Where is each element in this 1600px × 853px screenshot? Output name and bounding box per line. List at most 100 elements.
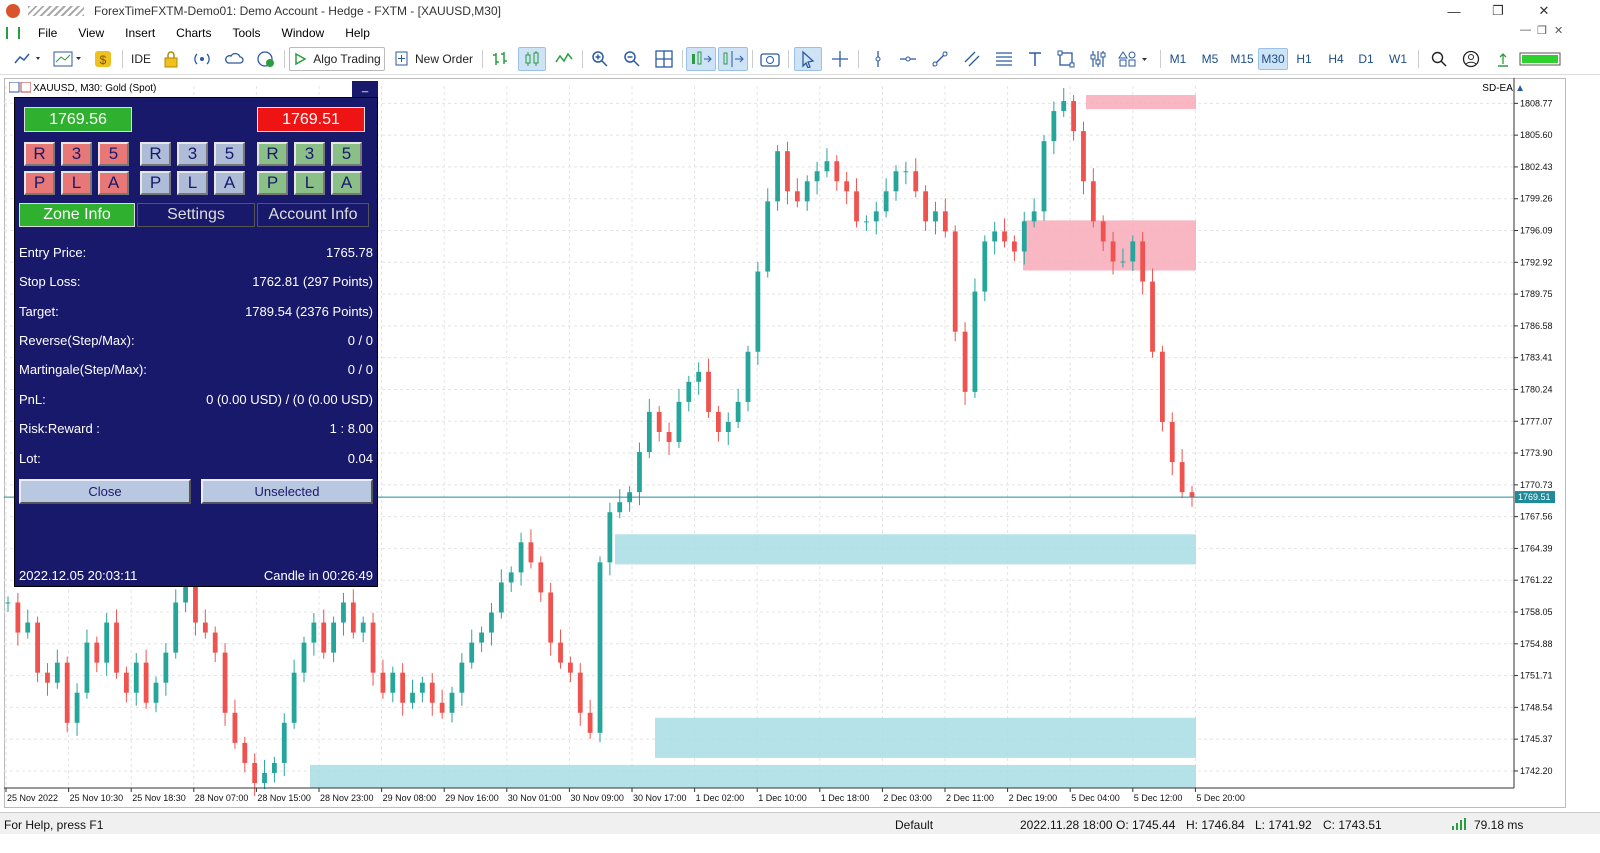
chart-caption-text: XAUUSD, M30: Gold (Spot) <box>33 82 157 94</box>
demand-zone[interactable] <box>615 534 1196 565</box>
demand-zone[interactable] <box>310 764 1196 788</box>
menu-file[interactable]: File <box>38 25 58 40</box>
template-icon[interactable] <box>50 47 86 71</box>
lock-icon[interactable] <box>160 47 182 71</box>
button-5-3[interactable]: 5 <box>331 142 362 166</box>
ide-button[interactable]: IDE <box>130 52 151 66</box>
candle-body <box>725 421 731 432</box>
menu-window[interactable]: Window <box>281 25 325 40</box>
timeframe-h4[interactable]: H4 <box>1328 52 1344 66</box>
tab-settings[interactable]: Settings <box>137 203 255 227</box>
timeframe-m30[interactable]: M30 <box>1258 48 1288 70</box>
unselected-button[interactable]: Unselected <box>201 479 373 504</box>
search-icon[interactable] <box>1428 47 1450 71</box>
close-button[interactable]: Close <box>19 479 191 504</box>
supply-zone[interactable] <box>1086 95 1196 110</box>
button-p-1[interactable]: P <box>24 171 55 195</box>
time-tick-label: 30 Nov 01:00 <box>508 793 562 803</box>
crosshair-icon[interactable] <box>828 47 852 71</box>
menu-insert[interactable]: Insert <box>125 25 156 40</box>
account-icon[interactable] <box>1460 47 1482 71</box>
tile-windows-icon[interactable] <box>652 47 676 71</box>
row-label: PnL: <box>19 391 46 407</box>
button-a-1[interactable]: A <box>98 171 129 195</box>
button-a-3[interactable]: A <box>331 171 362 195</box>
candlestick-chart-icon[interactable] <box>518 47 546 71</box>
vertical-line-icon[interactable] <box>866 47 890 71</box>
mdi-minimize-icon[interactable]: — <box>1520 24 1531 36</box>
demand-zone[interactable] <box>655 717 1196 758</box>
bar-chart-icon[interactable] <box>488 47 512 71</box>
price-chart[interactable]: 1808.77 1805.60 1802.43 1799.26 1796.09 1792.… <box>4 78 1564 806</box>
button-l-1[interactable]: L <box>61 171 92 195</box>
indicators-icon[interactable] <box>1086 47 1110 71</box>
button-3-1[interactable]: 3 <box>61 142 92 166</box>
timeframe-m5[interactable]: M5 <box>1201 52 1219 66</box>
button-p-3[interactable]: P <box>257 171 288 195</box>
auto-scroll-icon[interactable] <box>686 47 716 71</box>
ask-price-box[interactable]: 1769.51 <box>257 107 365 132</box>
time-tick-label: 25 Nov 2022 <box>7 793 58 803</box>
button-r-3[interactable]: R <box>257 142 288 166</box>
fibonacci-icon[interactable] <box>992 47 1016 71</box>
menu-help[interactable]: Help <box>345 25 370 40</box>
button-l-3[interactable]: L <box>294 171 325 195</box>
chart-type-icon[interactable] <box>12 47 46 71</box>
candle-body <box>1012 241 1017 252</box>
timeframe-h1[interactable]: H1 <box>1296 52 1312 66</box>
button-3-3[interactable]: 3 <box>294 142 325 166</box>
button-5-2[interactable]: 5 <box>214 142 245 166</box>
button-a-2[interactable]: A <box>214 171 245 195</box>
menu-charts[interactable]: Charts <box>176 25 212 40</box>
candle-body <box>952 231 958 332</box>
candle-body <box>420 682 425 693</box>
button-5-1[interactable]: 5 <box>98 142 129 166</box>
bid-price-box[interactable]: 1769.56 <box>24 107 132 132</box>
menu-tools[interactable]: Tools <box>232 25 261 40</box>
restore-window-button[interactable]: ❐ <box>1492 3 1504 18</box>
timeframe-d1[interactable]: D1 <box>1358 52 1374 66</box>
minimize-window-button[interactable]: — <box>1447 3 1461 19</box>
row-reverse: Reverse(Step/Max): 0 / 0 <box>19 330 373 350</box>
status-profile[interactable]: Default <box>895 818 934 832</box>
menu-view[interactable]: View <box>78 25 105 40</box>
button-r-1[interactable]: R <box>24 142 55 166</box>
horizontal-line-icon[interactable] <box>896 47 920 71</box>
line-chart-icon[interactable] <box>552 47 576 71</box>
vps-cloud-icon[interactable] <box>222 47 246 71</box>
text-tool-icon[interactable] <box>1024 47 1046 71</box>
channel-icon[interactable] <box>960 47 984 71</box>
timeframe-m15[interactable]: M15 <box>1230 52 1254 66</box>
algo-trading-button[interactable]: Algo Trading <box>289 47 385 71</box>
chart-shift-icon[interactable] <box>718 47 748 71</box>
global-add-icon[interactable] <box>254 47 278 71</box>
rectangle-tool-icon[interactable] <box>1054 47 1078 71</box>
button-l-2[interactable]: L <box>177 171 208 195</box>
cursor-icon[interactable] <box>794 47 822 71</box>
candle-body <box>429 682 435 703</box>
button-p-2[interactable]: P <box>140 171 171 195</box>
shapes-menu-icon[interactable] <box>1116 47 1152 71</box>
button-r-2[interactable]: R <box>140 142 171 166</box>
market-icon[interactable]: $ <box>92 47 114 71</box>
zoom-out-icon[interactable] <box>620 47 644 71</box>
supply-zone[interactable] <box>1023 220 1196 271</box>
screenshot-icon[interactable] <box>758 47 782 71</box>
candle-body <box>765 201 771 272</box>
tab-account-info[interactable]: Account Info <box>257 203 369 227</box>
timeframe-w1[interactable]: W1 <box>1389 52 1407 66</box>
row-value: 1765.78 <box>326 244 373 260</box>
candle-body <box>696 371 702 382</box>
candle-body <box>568 662 573 673</box>
mdi-close-icon[interactable]: ✕ <box>1554 25 1564 37</box>
timeframe-m1[interactable]: M1 <box>1169 52 1187 66</box>
signal-icon[interactable] <box>190 47 214 71</box>
close-window-button[interactable]: ✕ <box>1538 3 1550 18</box>
button-3-2[interactable]: 3 <box>177 142 208 166</box>
mdi-restore-icon[interactable]: ❐ <box>1537 25 1547 37</box>
panel-minimize-button[interactable]: _ <box>352 81 378 97</box>
new-order-button[interactable]: New Order <box>392 47 476 71</box>
zoom-in-icon[interactable] <box>588 47 612 71</box>
tab-zone-info[interactable]: Zone Info <box>19 203 135 227</box>
trendline-icon[interactable] <box>928 47 952 71</box>
